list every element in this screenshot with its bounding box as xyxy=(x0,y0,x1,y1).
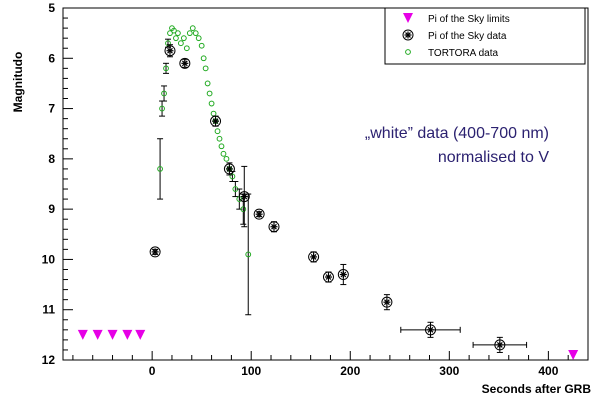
y-tick-label: 7 xyxy=(48,102,55,116)
x-tick-label: 0 xyxy=(149,364,156,378)
tortora-point xyxy=(165,40,171,47)
pi-data-point xyxy=(223,163,235,175)
tortora-point xyxy=(218,143,225,150)
tortora-point xyxy=(175,30,181,37)
limit-point xyxy=(77,329,88,340)
pi-data-point xyxy=(238,191,250,203)
pi-data-point xyxy=(322,271,334,283)
tortora-point xyxy=(245,251,252,258)
pi-data-point xyxy=(179,57,191,69)
tortora-point xyxy=(220,150,227,157)
pi-data-point xyxy=(149,246,161,258)
tortora-point xyxy=(183,45,190,52)
legend-marker-limits xyxy=(403,13,413,23)
tortora-point xyxy=(208,100,215,107)
tortora-point xyxy=(171,27,177,34)
tortora-point xyxy=(157,166,163,172)
pi-data-point xyxy=(494,339,506,351)
series-pi-of-the-sky-limits xyxy=(77,329,579,360)
series-tortora xyxy=(157,25,252,316)
y-tick-label: 5 xyxy=(48,1,55,15)
tortora-point xyxy=(189,25,196,32)
x-axis-label: Seconds after GRB xyxy=(482,382,592,396)
limit-point xyxy=(107,329,118,340)
tortora-point xyxy=(214,128,221,135)
pi-data-point xyxy=(425,324,436,336)
plot-frame xyxy=(62,7,589,361)
x-tick-label: 300 xyxy=(439,364,459,378)
series-pi-of-the-sky-data xyxy=(149,44,528,353)
limit-point xyxy=(92,329,103,340)
tortora-point xyxy=(195,35,202,42)
legend-label-limits: Pi of the Sky limits xyxy=(428,14,510,25)
x-tick-label: 100 xyxy=(241,364,261,378)
legend-label-tortora: TORTORA data xyxy=(428,48,498,59)
tortora-point xyxy=(229,173,236,180)
tortora-point xyxy=(177,40,184,47)
tortora-point xyxy=(180,35,187,42)
tortora-point xyxy=(159,105,165,112)
limit-point xyxy=(135,329,146,340)
y-tick-label: 9 xyxy=(48,202,55,216)
tortora-point xyxy=(173,35,179,42)
y-tick-label: 6 xyxy=(48,51,55,65)
tortora-point xyxy=(216,135,223,142)
y-tick-label: 8 xyxy=(48,152,55,166)
tortora-point xyxy=(240,206,247,213)
tortora-point xyxy=(186,30,193,37)
pi-data-point xyxy=(164,45,176,57)
pi-data-point xyxy=(381,296,393,308)
legend-label-pi-data: Pi of the Sky data xyxy=(428,31,507,42)
y-tick-label: 12 xyxy=(42,353,56,367)
pi-data-point xyxy=(337,269,349,281)
tortora-point xyxy=(204,80,211,87)
annotation-line-2: normalised to V xyxy=(438,149,549,166)
x-tick-label: 400 xyxy=(538,364,558,378)
legend-marker-pi-data xyxy=(402,29,414,41)
pi-data-point xyxy=(268,221,280,233)
tortora-point xyxy=(167,30,173,37)
annotation-line-1: „white” data (400-700 nm) xyxy=(365,125,549,142)
tortora-point xyxy=(163,65,169,72)
legend: Pi of the Sky limits Pi of the Sky data … xyxy=(384,7,586,65)
tortora-point xyxy=(198,42,205,49)
pi-data-point xyxy=(308,251,320,263)
pi-data-point xyxy=(253,208,265,220)
legend-box xyxy=(384,7,586,65)
tortora-point xyxy=(161,90,167,97)
pi-data-point xyxy=(210,115,222,127)
x-tick-label: 200 xyxy=(340,364,360,378)
tortora-point xyxy=(192,30,199,37)
tortora-point xyxy=(202,65,209,72)
tortora-point xyxy=(200,55,207,62)
y-axis-label: Magnitudo xyxy=(11,52,25,113)
limit-point xyxy=(568,349,579,360)
tortora-point xyxy=(206,90,213,97)
tortora-point xyxy=(223,155,230,162)
y-tick-label: 10 xyxy=(42,252,56,266)
y-tick-label: 11 xyxy=(42,303,55,317)
legend-marker-tortora xyxy=(405,49,411,55)
limit-point xyxy=(122,329,133,340)
tortora-point xyxy=(210,110,217,117)
